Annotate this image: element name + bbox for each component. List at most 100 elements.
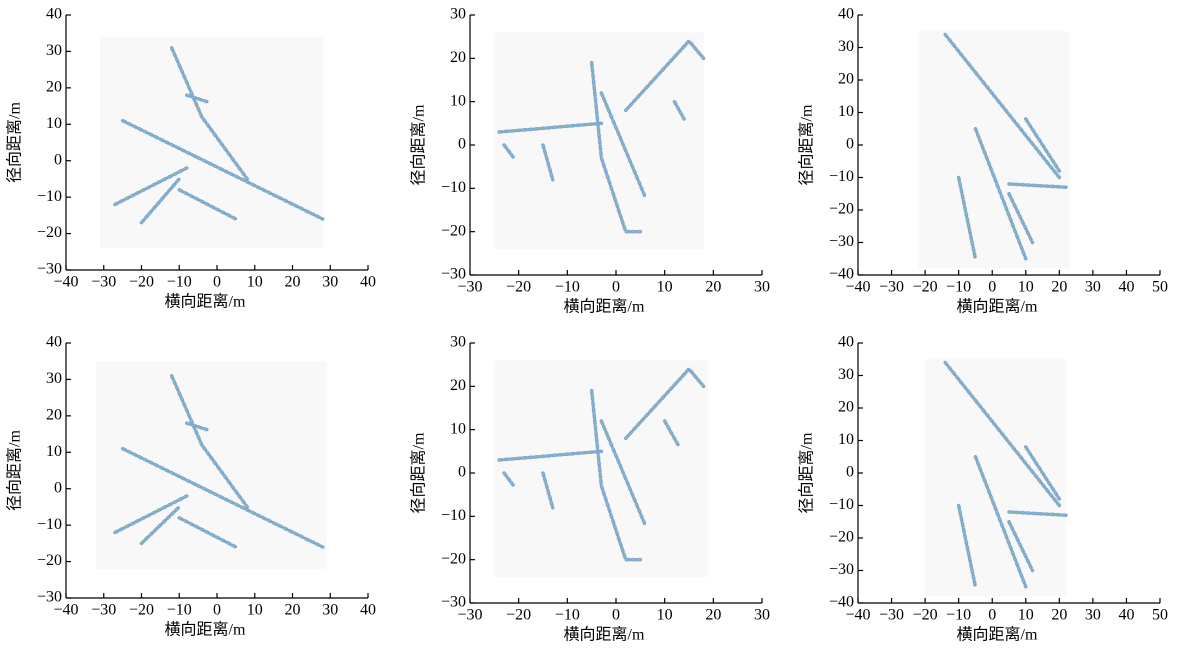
target-core [179, 517, 237, 548]
y-tick-label: −30 [829, 233, 854, 250]
y-tick-label: −30 [441, 266, 466, 283]
y-tick-label: −30 [37, 589, 62, 606]
x-tick-label: 20 [1051, 279, 1067, 296]
y-tick-label: 20 [46, 407, 62, 424]
x-tick-label: 0 [612, 279, 620, 296]
y-tick-label: 40 [46, 6, 62, 23]
x-tick-label: −10 [946, 607, 971, 624]
y-tick-label: 30 [450, 334, 466, 351]
y-tick-label: 20 [450, 49, 466, 66]
target-core [591, 62, 641, 233]
x-tick-label: −30 [879, 607, 904, 624]
x-tick-label: 30 [754, 607, 770, 624]
target-core [141, 178, 180, 223]
target-core [186, 422, 210, 431]
target-core [600, 92, 646, 198]
x-tick-label: 30 [1085, 279, 1101, 296]
target-core [186, 94, 210, 103]
y-tick-label: −40 [829, 266, 854, 283]
y-tick-label: 0 [54, 479, 62, 496]
x-axis-label: 横向距离/m [564, 626, 645, 644]
x-tick-label: 30 [322, 274, 338, 291]
x-tick-label: 20 [285, 602, 301, 619]
y-tick-label: −20 [441, 550, 466, 567]
y-tick-label: 10 [838, 103, 854, 120]
y-tick-label: 30 [838, 38, 854, 55]
x-tick-label: 10 [657, 607, 673, 624]
x-tick-label: −10 [555, 279, 580, 296]
target-core [958, 505, 976, 587]
x-axis-label: 横向距离/m [957, 298, 1038, 316]
y-axis-label: 径向距离/m [410, 432, 428, 513]
target-core [114, 495, 188, 533]
x-tick-label: 50 [1152, 279, 1168, 296]
y-tick-label: 20 [450, 377, 466, 394]
target-core [944, 362, 1060, 506]
x-tick-label: 40 [1118, 607, 1134, 624]
x-axis-label: 横向距离/m [957, 626, 1038, 644]
x-tick-label: 20 [705, 279, 721, 296]
y-tick-label: 10 [46, 115, 62, 132]
x-tick-label: 10 [247, 602, 263, 619]
target-core [122, 448, 323, 548]
target-core [542, 144, 554, 180]
target-outline [1007, 510, 1068, 517]
target-outline [1007, 192, 1035, 245]
y-tick-label: 0 [846, 464, 854, 481]
y-tick-label: −40 [829, 594, 854, 611]
x-tick-label: 10 [247, 274, 263, 291]
x-tick-label: 30 [322, 602, 338, 619]
x-tick-label: 20 [285, 274, 301, 291]
x-tick-label: −30 [879, 279, 904, 296]
y-axis-label: 径向距离/m [410, 104, 428, 185]
target-core [179, 189, 237, 220]
y-tick-label: 20 [838, 71, 854, 88]
target-outline [1007, 520, 1035, 573]
x-tick-label: 30 [1085, 607, 1101, 624]
x-tick-label: 20 [1051, 607, 1067, 624]
x-axis-label: 横向距离/m [564, 298, 645, 316]
y-tick-label: 10 [46, 443, 62, 460]
y-tick-label: −30 [37, 261, 62, 278]
y-tick-label: 30 [450, 6, 466, 23]
y-tick-label: −30 [829, 561, 854, 578]
y-tick-label: 30 [46, 370, 62, 387]
x-tick-label: −40 [53, 602, 78, 619]
target-core [503, 144, 515, 159]
x-tick-label: 10 [1018, 279, 1034, 296]
y-tick-label: −20 [441, 222, 466, 239]
target-outline [973, 455, 1028, 589]
y-tick-label: −10 [37, 188, 62, 205]
x-tick-label: −20 [506, 279, 531, 296]
y-tick-label: 20 [46, 79, 62, 96]
target-outline [973, 127, 1028, 261]
x-tick-label: 20 [705, 607, 721, 624]
y-axis-label: 径向距离/m [6, 430, 24, 511]
x-tick-label: −30 [457, 279, 482, 296]
y-tick-label: 10 [450, 92, 466, 109]
y-tick-label: 30 [838, 366, 854, 383]
y-tick-label: 40 [838, 6, 854, 23]
x-tick-label: −10 [167, 274, 192, 291]
target-core [171, 375, 248, 508]
x-tick-label: −10 [555, 607, 580, 624]
target-core [542, 472, 554, 508]
x-tick-label: 30 [754, 279, 770, 296]
image-background [96, 361, 327, 569]
y-tick-label: 0 [846, 136, 854, 153]
target-core [499, 450, 602, 461]
target-core [114, 167, 188, 205]
y-tick-label: 10 [838, 431, 854, 448]
x-tick-label: −40 [845, 279, 870, 296]
x-tick-label: 40 [360, 274, 376, 291]
x-tick-label: −30 [457, 607, 482, 624]
y-tick-label: 30 [46, 42, 62, 59]
y-tick-label: −20 [37, 224, 62, 241]
x-tick-label: 0 [988, 607, 996, 624]
target-core [1025, 118, 1060, 172]
y-tick-label: 40 [838, 334, 854, 351]
y-tick-label: 40 [46, 334, 62, 351]
y-axis-label: 径向距离/m [798, 104, 816, 185]
x-tick-label: −30 [91, 602, 116, 619]
